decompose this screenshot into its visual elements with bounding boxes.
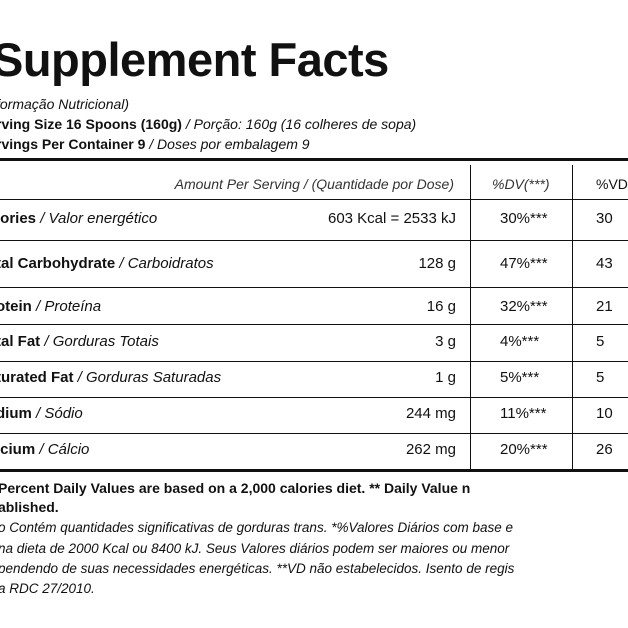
nutrient-translation: / Valor energético [36, 210, 158, 227]
table-row: turated Fat / Gorduras Saturadas 1 g 5%*… [0, 361, 628, 397]
nutrient-translation: / Gorduras Saturadas [73, 369, 222, 386]
nutrient-dv: 20%*** [500, 441, 548, 458]
nutrient-vd: 5 [596, 369, 605, 386]
table-row: otein / Proteína 16 g 32%*** 21 [0, 290, 628, 326]
nutrient-translation: / Carboidratos [115, 255, 214, 272]
table-bottom-rule [0, 469, 628, 472]
nutrient-name: otein [0, 298, 32, 315]
serving-size: rving Size 16 Spoons (160g) / Porção: 16… [0, 116, 416, 132]
dv2-header: %VD [596, 176, 628, 192]
nutrient-amount: 244 mg [405, 405, 456, 422]
nutrient-dv: 30%*** [500, 210, 548, 227]
table-top-rule [0, 199, 628, 200]
nutrient-translation: / Gorduras Totais [40, 333, 159, 350]
nutrient-translation: / Cálcio [35, 441, 90, 458]
table-row: tal Fat / Gorduras Totais 3 g 4%*** 5 [0, 325, 628, 361]
footnote-line: na dieta de 2000 Kcal ou 8400 kJ. Seus V… [0, 541, 510, 556]
nutrient-name: tal Carbohydrate [0, 255, 116, 272]
table-row: lcium / Cálcio 262 mg 20%*** 26 [0, 433, 628, 469]
nutrient-translation: / Sódio [31, 405, 83, 422]
row-divider [0, 324, 628, 325]
row-divider [0, 287, 628, 288]
nutrient-name: lcium [0, 441, 36, 458]
serving-size-label: rving Size 16 Spoons (160g) [0, 116, 182, 132]
footnote-line: a RDC 27/2010. [0, 581, 95, 596]
nutrient-dv: 11%*** [500, 405, 547, 422]
nutrient-dv: 32%*** [500, 298, 548, 315]
servings-label: rvings Per Container 9 [0, 136, 146, 152]
nutrient-amount: 128 g [418, 255, 456, 272]
row-divider [0, 397, 628, 398]
nutrient-vd: 30 [596, 210, 613, 227]
servings-per-container: rvings Per Container 9 / Doses por embal… [0, 136, 310, 152]
panel-title: Supplement Facts [0, 33, 389, 86]
row-divider [0, 433, 628, 434]
nutrient-dv: 4%*** [500, 333, 540, 350]
nutrient-amount: 262 mg [405, 441, 456, 458]
column-divider-2 [572, 165, 573, 470]
nutrient-amount: 603 Kcal = 2533 kJ [327, 210, 456, 227]
nutrient-name: turated Fat [0, 369, 74, 386]
amount-header-text: Amount Per Serving / (Quantidade por Dos… [174, 176, 454, 192]
header-rule [0, 158, 628, 161]
table-row: dium / Sódio 244 mg 11%*** 10 [0, 397, 628, 433]
table-row: lories / Valor energético 603 Kcal = 253… [0, 202, 628, 238]
nutrient-name: dium [0, 405, 32, 422]
nutrient-vd: 21 [596, 298, 613, 315]
table-row: tal Carbohydrate / Carboidratos 128 g 47… [0, 247, 628, 283]
serving-size-translation: / Porção: 160g (16 colheres de sopa) [181, 116, 417, 132]
nutrient-vd: 5 [596, 333, 605, 350]
nutrient-vd: 10 [596, 405, 613, 422]
nutrient-dv: 5%*** [500, 369, 540, 386]
nutrient-vd: 43 [596, 255, 613, 272]
column-divider-1 [470, 165, 471, 470]
row-divider [0, 240, 628, 241]
footnote-bold-line-2: ablished. [0, 499, 59, 515]
row-divider [0, 361, 628, 362]
nutrient-translation: / Proteína [31, 298, 102, 315]
footnote-line: o Contém quantidades significativas de g… [0, 520, 514, 535]
nutrient-amount: 16 g [426, 298, 456, 315]
amount-header: Amount Per Serving / (Quantidade por Dos… [175, 176, 454, 192]
nutrient-amount: 1 g [435, 369, 456, 386]
subtitle: formação Nutricional) [0, 96, 130, 112]
nutrient-name: lories [0, 210, 37, 227]
dv1-header: %DV(***) [492, 176, 550, 192]
footnote-line: pendendo de suas necessidades energética… [0, 561, 515, 576]
nutrient-name: tal Fat [0, 333, 41, 350]
footnote-bold-line-1: Percent Daily Values are based on a 2,00… [0, 480, 471, 496]
nutrient-dv: 47%*** [500, 255, 548, 272]
nutrient-vd: 26 [596, 441, 613, 458]
nutrient-amount: 3 g [435, 333, 456, 350]
servings-translation: / Doses por embalagem 9 [145, 136, 310, 152]
